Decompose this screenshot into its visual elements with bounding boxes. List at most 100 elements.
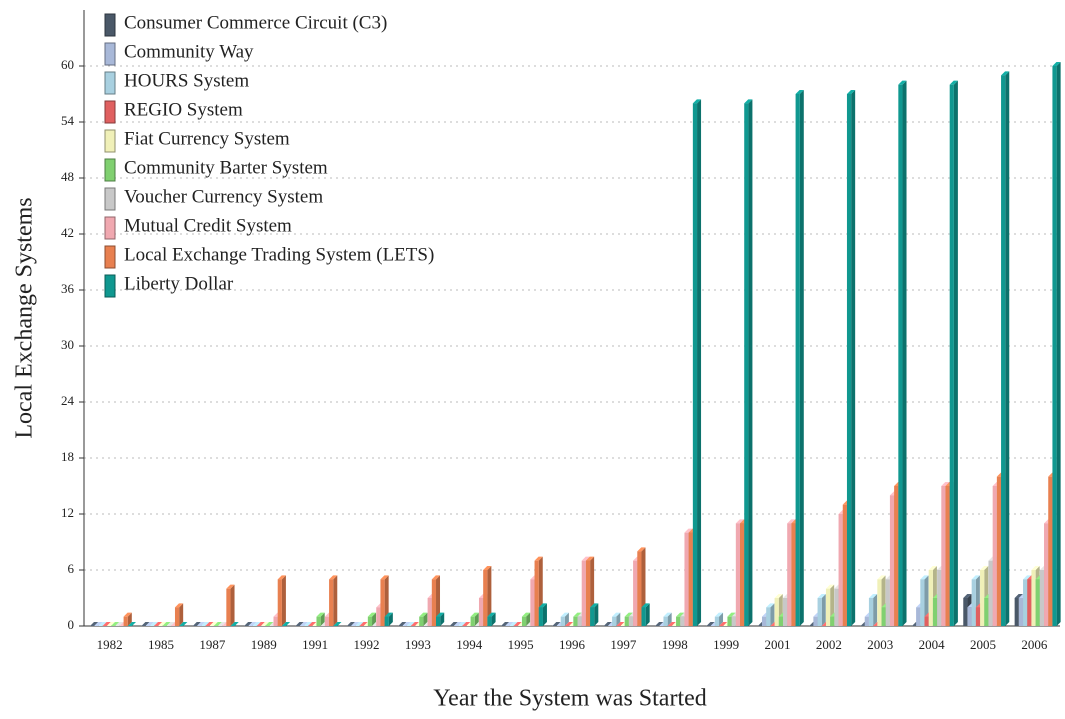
bar — [380, 579, 385, 626]
bar-top — [581, 556, 590, 561]
bar — [996, 476, 1002, 626]
y-axis-title: Local Exchange Systems — [12, 197, 38, 438]
x-tick-label: 1991 — [302, 637, 328, 652]
bar — [941, 486, 946, 626]
bar-top — [402, 622, 411, 626]
bar-top — [949, 80, 958, 85]
bar-top — [329, 575, 338, 580]
bar-top — [295, 622, 304, 626]
bar-side — [423, 612, 428, 626]
bar-top — [603, 622, 612, 626]
bar-top — [817, 594, 826, 598]
bar-side — [281, 575, 286, 626]
bar — [367, 616, 373, 626]
bar — [590, 607, 595, 626]
bar-top — [127, 622, 136, 626]
bar-side — [491, 612, 496, 626]
bar — [628, 616, 634, 626]
bar — [521, 616, 527, 626]
bar — [791, 523, 796, 626]
x-tick-label: 1997 — [610, 637, 637, 652]
bar-side — [770, 603, 775, 626]
bar — [817, 598, 822, 626]
bar-top — [868, 594, 878, 598]
bar — [963, 598, 968, 626]
bar-top — [1014, 594, 1023, 598]
bar — [889, 495, 895, 626]
bar — [842, 504, 847, 626]
bar-side — [474, 612, 479, 626]
bar-top — [351, 622, 360, 626]
bar-top — [795, 90, 804, 94]
bar-top — [453, 622, 462, 626]
bar-side — [902, 80, 907, 626]
legend-swatch — [104, 245, 116, 269]
bar — [744, 103, 749, 627]
bar-side — [924, 575, 929, 626]
bar-top — [877, 575, 886, 580]
bar-top — [256, 622, 265, 626]
bar — [680, 616, 685, 626]
bar — [885, 579, 890, 626]
bar — [945, 486, 950, 626]
bar — [795, 94, 800, 626]
bar — [980, 570, 985, 626]
bar-top — [941, 482, 950, 486]
bar-top — [166, 622, 175, 626]
bar-side — [372, 612, 377, 626]
bar-top — [346, 622, 356, 626]
bar-side — [564, 612, 569, 626]
bar — [932, 598, 938, 626]
x-tick-label: 1989 — [251, 637, 277, 652]
bar-top — [303, 622, 313, 626]
bar-side — [388, 612, 393, 626]
bar-top — [244, 622, 253, 626]
bar — [975, 607, 981, 626]
bar-top — [90, 622, 99, 626]
bar — [624, 616, 629, 626]
y-tick-label: 18 — [61, 449, 74, 464]
bar-side — [873, 594, 878, 626]
bar-top — [449, 622, 458, 626]
bar-top — [585, 556, 595, 561]
bar — [663, 616, 668, 626]
bar-top — [260, 622, 270, 626]
bar-top — [590, 603, 599, 608]
bar-top — [145, 622, 154, 626]
bar-top — [1001, 71, 1010, 76]
y-tick-label: 6 — [68, 561, 75, 576]
bar-side — [127, 612, 132, 626]
legend-swatch — [104, 129, 116, 153]
bar-top — [509, 622, 518, 626]
bar — [928, 570, 933, 626]
bar-top — [706, 622, 715, 626]
bar-top — [367, 612, 377, 617]
bar-top — [419, 612, 428, 617]
bar — [487, 616, 492, 626]
bar-top — [744, 99, 753, 104]
bar-side — [487, 566, 492, 626]
x-tick-label: 2004 — [919, 637, 946, 652]
bar — [782, 598, 788, 626]
bar-side — [645, 603, 650, 626]
bar — [427, 598, 432, 626]
bar-top — [538, 603, 547, 608]
x-tick-label: 1998 — [662, 637, 688, 652]
y-tick-label: 54 — [61, 113, 75, 128]
bar-top — [316, 612, 325, 617]
bar — [316, 616, 321, 626]
bar — [637, 551, 642, 626]
x-tick-label: 1999 — [713, 637, 739, 652]
bar-top — [333, 622, 342, 626]
legend-label: Voucher Currency System — [124, 186, 323, 207]
bar — [478, 598, 484, 626]
y-tick-label: 30 — [61, 337, 74, 352]
bar-top — [637, 547, 646, 552]
bar-top — [299, 622, 308, 626]
bar-top — [692, 99, 702, 104]
bar-top — [624, 612, 633, 617]
bar — [1035, 579, 1040, 626]
legend-label: Consumer Commerce Circuit (C3) — [124, 12, 387, 33]
bar — [740, 523, 745, 626]
